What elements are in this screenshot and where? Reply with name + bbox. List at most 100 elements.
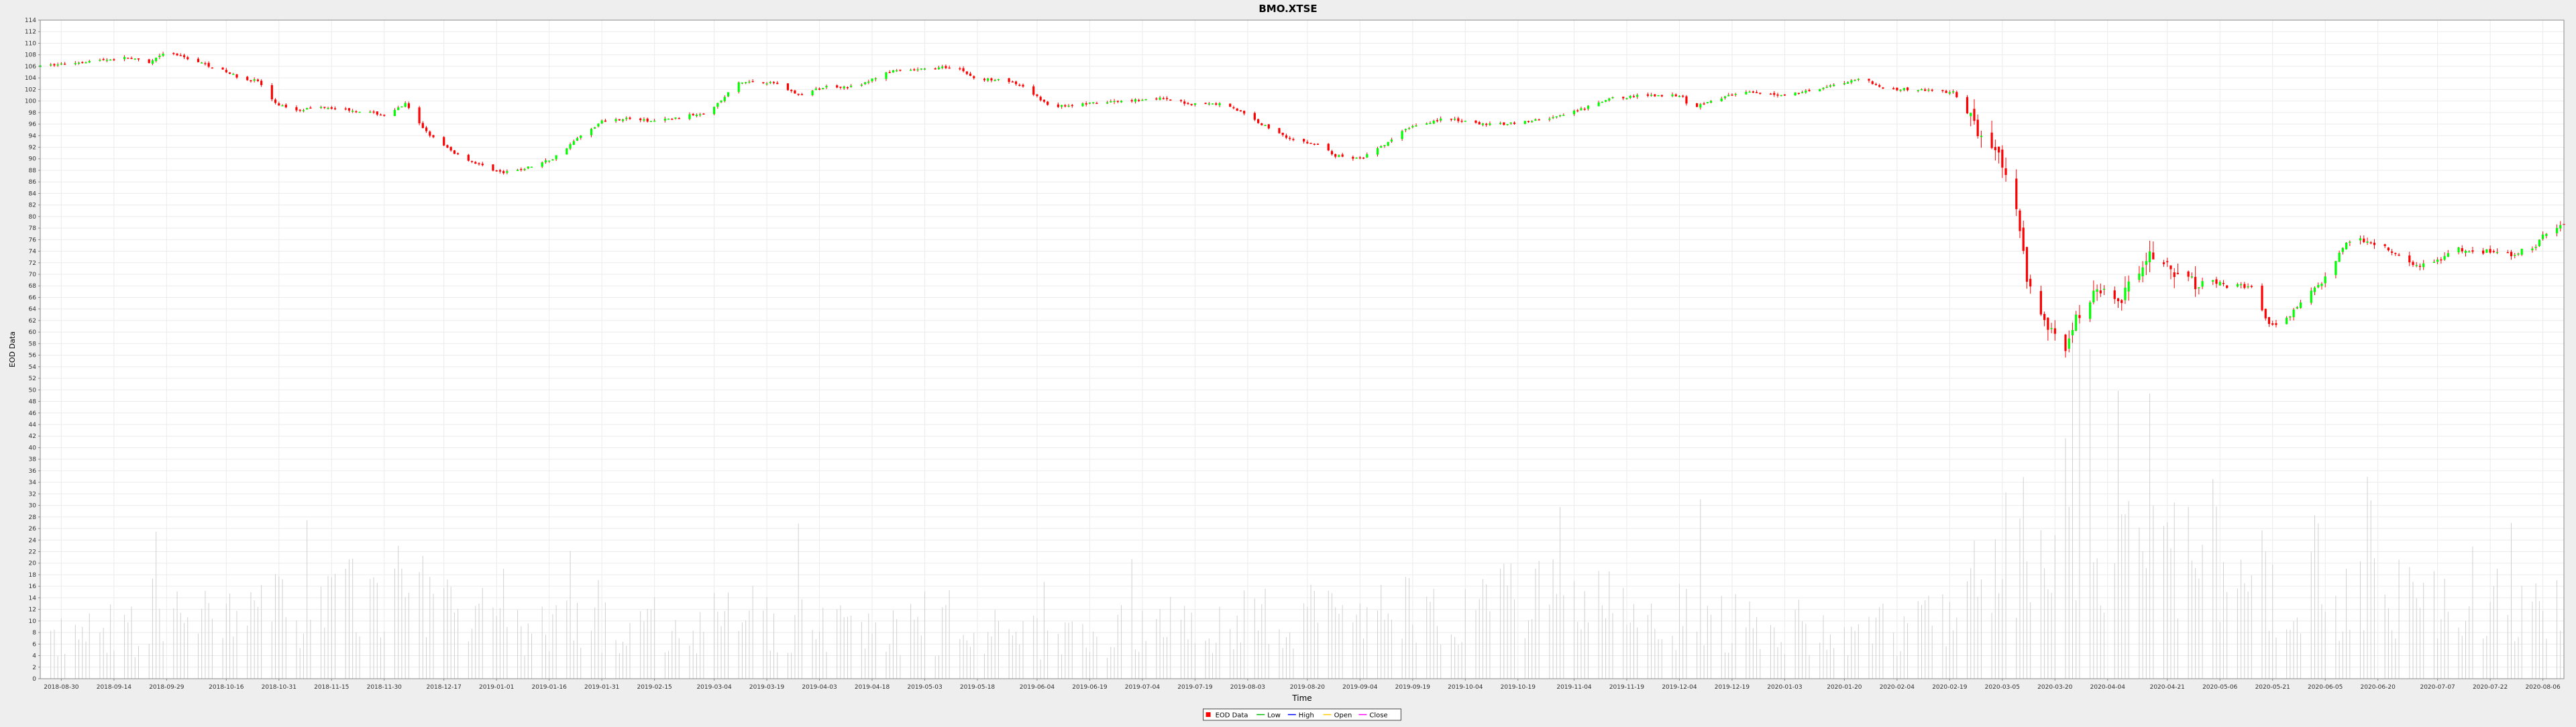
candle-up bbox=[712, 107, 716, 115]
candle-up bbox=[1144, 99, 1147, 101]
candle-up bbox=[695, 115, 698, 117]
candle-up bbox=[688, 114, 691, 119]
candle-down bbox=[1955, 92, 1958, 97]
y-tick-label: 66 bbox=[29, 294, 37, 301]
candle-up bbox=[105, 60, 109, 61]
candle-up bbox=[594, 127, 596, 129]
candle-down bbox=[1095, 103, 1098, 104]
candle-down bbox=[1032, 86, 1035, 95]
candle-up bbox=[2520, 248, 2523, 255]
candle-down bbox=[604, 120, 606, 122]
y-axis: 0246810121416182022242628303234363840424… bbox=[25, 17, 40, 683]
candle-down bbox=[1976, 119, 1979, 137]
x-tick-label: 2019-11-19 bbox=[1609, 684, 1645, 691]
candle-up bbox=[2127, 281, 2130, 292]
candle-up bbox=[667, 118, 670, 120]
candle-down bbox=[1232, 107, 1235, 109]
legend-item-label: Low bbox=[1267, 712, 1281, 720]
candle-up bbox=[1608, 98, 1611, 101]
candle-up bbox=[2198, 287, 2200, 288]
candle-down bbox=[1292, 139, 1295, 140]
candle-up bbox=[506, 171, 508, 173]
candle-down bbox=[492, 164, 494, 171]
candle-up bbox=[1499, 123, 1502, 124]
candle-up bbox=[723, 97, 726, 101]
candle-up bbox=[555, 155, 557, 160]
x-tick-label: 2019-05-03 bbox=[907, 684, 942, 691]
candle-up bbox=[1106, 102, 1109, 104]
candle-up bbox=[1380, 146, 1383, 148]
legend-box bbox=[1203, 708, 1401, 721]
y-tick-label: 40 bbox=[29, 445, 37, 451]
candle-down bbox=[1187, 103, 1189, 105]
candle-down bbox=[1334, 154, 1337, 157]
candle-down bbox=[182, 55, 186, 58]
candle-up bbox=[1611, 97, 1614, 99]
candle-up bbox=[1825, 87, 1828, 88]
y-tick-label: 88 bbox=[29, 168, 37, 174]
candle-down bbox=[2194, 276, 2197, 290]
candle-up bbox=[727, 92, 730, 97]
candle-down bbox=[1752, 91, 1754, 93]
candle-up bbox=[2240, 284, 2243, 286]
candle-up bbox=[232, 74, 235, 75]
x-tick-label: 2020-04-04 bbox=[2090, 684, 2126, 691]
candle-down bbox=[2019, 210, 2021, 231]
candle-up bbox=[50, 64, 52, 66]
x-tick-label: 2019-03-19 bbox=[749, 684, 785, 691]
candle-up bbox=[1110, 101, 1112, 103]
candle-up bbox=[2075, 315, 2078, 331]
candle-down bbox=[2369, 242, 2372, 243]
candle-up bbox=[2201, 281, 2204, 287]
candle-down bbox=[1165, 98, 1169, 99]
candle-up bbox=[2349, 241, 2351, 243]
candle-up bbox=[253, 79, 256, 81]
candle-up bbox=[1429, 123, 1432, 124]
candle-down bbox=[1892, 88, 1895, 90]
candle-down bbox=[383, 115, 386, 116]
x-axis-label: Time bbox=[1291, 693, 1311, 703]
candle-up bbox=[2345, 243, 2348, 249]
candle-down bbox=[772, 82, 775, 83]
candle-up bbox=[937, 67, 941, 70]
candle-down bbox=[1303, 139, 1305, 142]
candle-down bbox=[2412, 262, 2414, 266]
candle-up bbox=[2317, 284, 2320, 288]
candle-up bbox=[885, 72, 888, 79]
x-tick-label: 2019-01-01 bbox=[479, 684, 514, 691]
candle-down bbox=[1138, 100, 1140, 101]
candle-up bbox=[306, 108, 309, 110]
x-tick-label: 2018-09-14 bbox=[97, 684, 132, 691]
candle-down bbox=[1576, 110, 1579, 112]
candle-up bbox=[2422, 263, 2425, 268]
candle-up bbox=[874, 78, 877, 80]
candle-up bbox=[1481, 123, 1485, 125]
candle-up bbox=[572, 141, 575, 146]
candle-down bbox=[2039, 290, 2042, 315]
candle-up bbox=[2096, 289, 2098, 292]
candle-up bbox=[516, 170, 519, 171]
candle-up bbox=[2432, 262, 2436, 264]
candle-down bbox=[1478, 122, 1481, 125]
candle-down bbox=[1871, 81, 1874, 85]
candle-down bbox=[1632, 96, 1635, 97]
candle-up bbox=[1081, 103, 1084, 107]
candle-up bbox=[2514, 254, 2516, 256]
x-tick-label: 2020-04-21 bbox=[2150, 684, 2185, 691]
x-tick-label: 2019-04-03 bbox=[802, 684, 837, 691]
candle-down bbox=[1155, 98, 1158, 100]
candle-down bbox=[1042, 99, 1046, 102]
candle-down bbox=[130, 58, 133, 59]
candle-down bbox=[1085, 103, 1087, 105]
candle-up bbox=[1601, 101, 1603, 103]
candle-up bbox=[548, 160, 551, 162]
y-tick-label: 104 bbox=[25, 75, 36, 82]
candle-up bbox=[1134, 99, 1137, 102]
y-tick-label: 24 bbox=[29, 537, 37, 544]
candle-down bbox=[379, 114, 382, 116]
candle-up bbox=[123, 56, 126, 60]
candle-down bbox=[2387, 247, 2390, 251]
candle-down bbox=[678, 118, 680, 119]
y-tick-label: 16 bbox=[29, 583, 37, 590]
candle-up bbox=[2247, 286, 2249, 288]
